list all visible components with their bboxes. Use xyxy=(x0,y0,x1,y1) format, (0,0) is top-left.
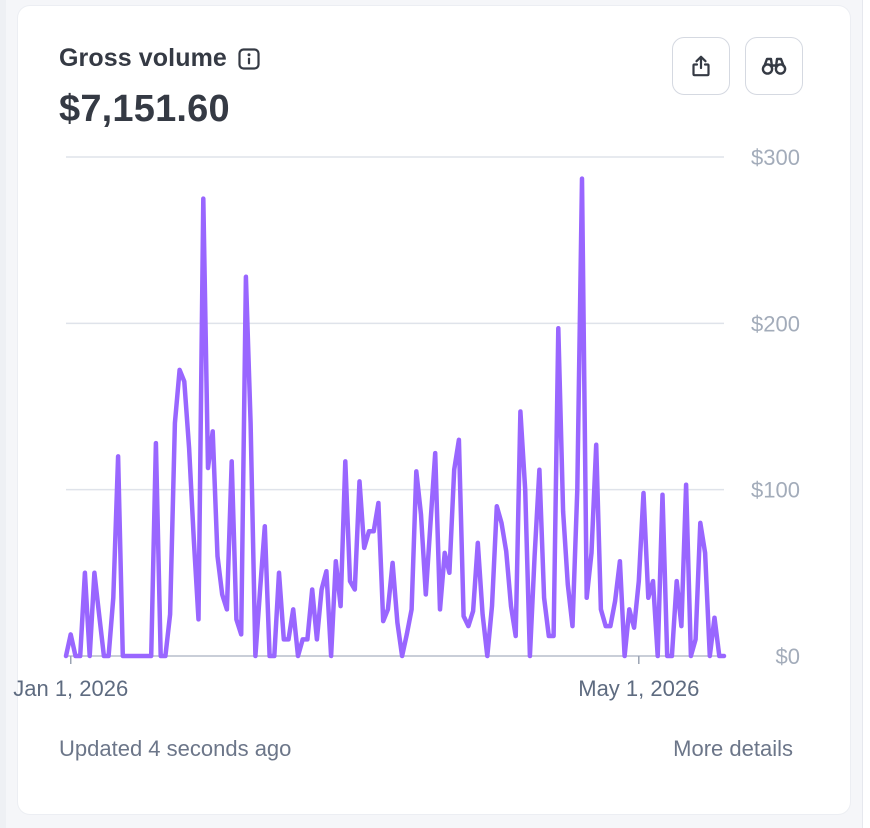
card-title: Gross volume xyxy=(59,44,227,72)
binoculars-icon xyxy=(761,56,787,76)
y-tick-label: $200 xyxy=(751,311,800,336)
series-line-gross-volume xyxy=(63,176,727,659)
background-panel-left xyxy=(0,0,6,828)
info-icon[interactable] xyxy=(238,47,260,70)
card-header: Gross volume xyxy=(59,44,260,73)
export-icon xyxy=(690,54,712,78)
x-tick-label: Jan 1, 2026 xyxy=(13,676,128,701)
explore-button[interactable] xyxy=(745,37,803,95)
total-amount: $7,151.60 xyxy=(59,88,230,130)
y-tick-label: $100 xyxy=(751,478,800,503)
more-details-link[interactable]: More details xyxy=(673,736,793,761)
y-tick-label: $300 xyxy=(751,145,800,170)
background-panel-right xyxy=(862,0,870,828)
gross-volume-card: Gross volume $7,151.60 Updated 4 se xyxy=(18,6,850,814)
updated-timestamp: Updated 4 seconds ago xyxy=(59,736,292,761)
export-button[interactable] xyxy=(672,37,730,95)
y-tick-label: $0 xyxy=(776,644,800,669)
x-tick-label: May 1, 2026 xyxy=(578,676,699,701)
